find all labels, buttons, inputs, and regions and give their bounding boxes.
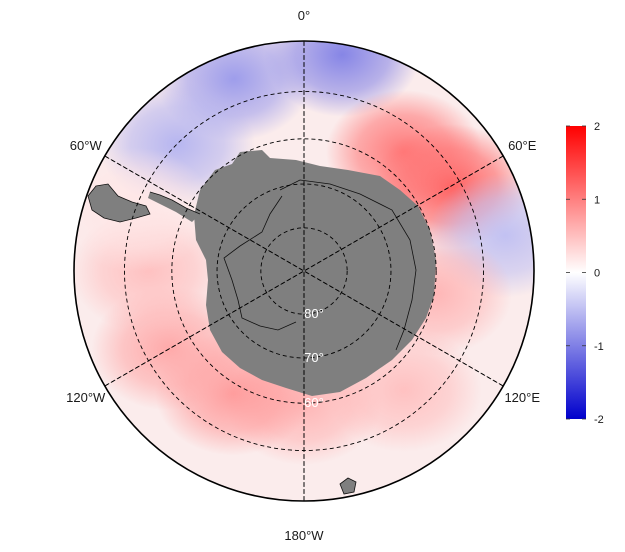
coastline-east <box>279 179 417 351</box>
land-mask <box>88 150 436 494</box>
colorbar-tick-label: 0 <box>594 268 600 280</box>
map-boundary <box>73 40 535 502</box>
latitude-circle <box>171 138 437 404</box>
antarctica-landmass <box>194 150 436 396</box>
longitude-label: 120°E <box>504 390 540 405</box>
longitude-label: 0° <box>298 8 310 23</box>
colorbar-tick-label: 2 <box>594 121 600 133</box>
colorbar-tick-label: 1 <box>594 194 600 206</box>
colorbar-ramp <box>566 126 586 419</box>
island-coast <box>339 477 357 495</box>
colorbar-ticks: 2 1 0 -1 -2 <box>566 121 604 426</box>
latitude-label: 80° <box>304 306 324 321</box>
longitude-label: 120°W <box>66 390 106 405</box>
longitude-label: 180°W <box>284 528 324 543</box>
latitude-labels: 80° 70° 60° <box>304 306 324 410</box>
colorbar: 2 1 0 -1 -2 <box>566 121 604 426</box>
colorbar-tick-label: -2 <box>594 414 604 426</box>
antarctic-peninsula <box>148 192 200 222</box>
colorbar-tick-label: -1 <box>594 341 604 353</box>
ice-shelf-coastline <box>87 179 417 495</box>
longitude-label: 60°E <box>508 138 537 153</box>
south-america-coast <box>87 183 151 223</box>
island-south <box>340 478 356 494</box>
longitude-label: 60°W <box>70 138 103 153</box>
latitude-label: 60° <box>304 395 324 410</box>
latitude-label: 70° <box>304 350 324 365</box>
graticule <box>104 41 504 501</box>
coastline-west <box>223 195 297 331</box>
peninsula-coast <box>149 191 201 215</box>
longitude-labels: 0° 60°E 120°E 180°W 120°W 60°W <box>66 8 540 543</box>
